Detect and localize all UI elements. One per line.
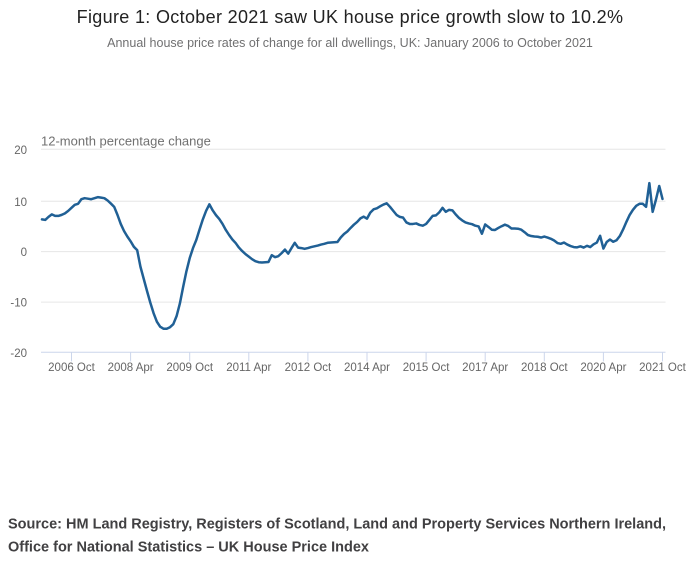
svg-text:20: 20 — [14, 145, 27, 157]
svg-text:2014 Apr: 2014 Apr — [344, 362, 390, 374]
svg-text:-10: -10 — [10, 298, 27, 310]
svg-text:2018 Oct: 2018 Oct — [521, 362, 568, 374]
svg-text:2021 Oct: 2021 Oct — [639, 362, 686, 374]
svg-text:2011 Apr: 2011 Apr — [226, 362, 271, 374]
svg-text:Office for National Statistics: Office for National Statistics – UK Hous… — [8, 540, 369, 556]
svg-text:Source: HM Land Registry, Regi: Source: HM Land Registry, Registers of S… — [8, 517, 666, 533]
svg-text:10: 10 — [14, 197, 27, 209]
svg-text:2020 Apr: 2020 Apr — [580, 362, 626, 374]
svg-text:-20: -20 — [10, 348, 27, 360]
svg-text:2015 Oct: 2015 Oct — [403, 362, 450, 374]
svg-text:2012 Oct: 2012 Oct — [285, 362, 332, 374]
svg-text:12-month percentage change: 12-month percentage change — [41, 134, 211, 149]
svg-text:0: 0 — [21, 247, 27, 259]
svg-text:2017 Apr: 2017 Apr — [462, 362, 508, 374]
svg-text:2009 Oct: 2009 Oct — [166, 362, 213, 374]
svg-text:2008 Apr: 2008 Apr — [108, 362, 154, 374]
svg-text:Annual house price rates of ch: Annual house price rates of change for a… — [107, 36, 593, 50]
svg-text:Figure 1: October 2021 saw UK: Figure 1: October 2021 saw UK house pric… — [77, 7, 624, 27]
svg-text:2006 Oct: 2006 Oct — [48, 362, 95, 374]
